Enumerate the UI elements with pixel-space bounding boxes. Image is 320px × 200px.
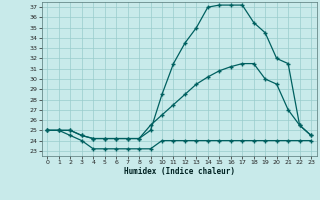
X-axis label: Humidex (Indice chaleur): Humidex (Indice chaleur) [124,167,235,176]
